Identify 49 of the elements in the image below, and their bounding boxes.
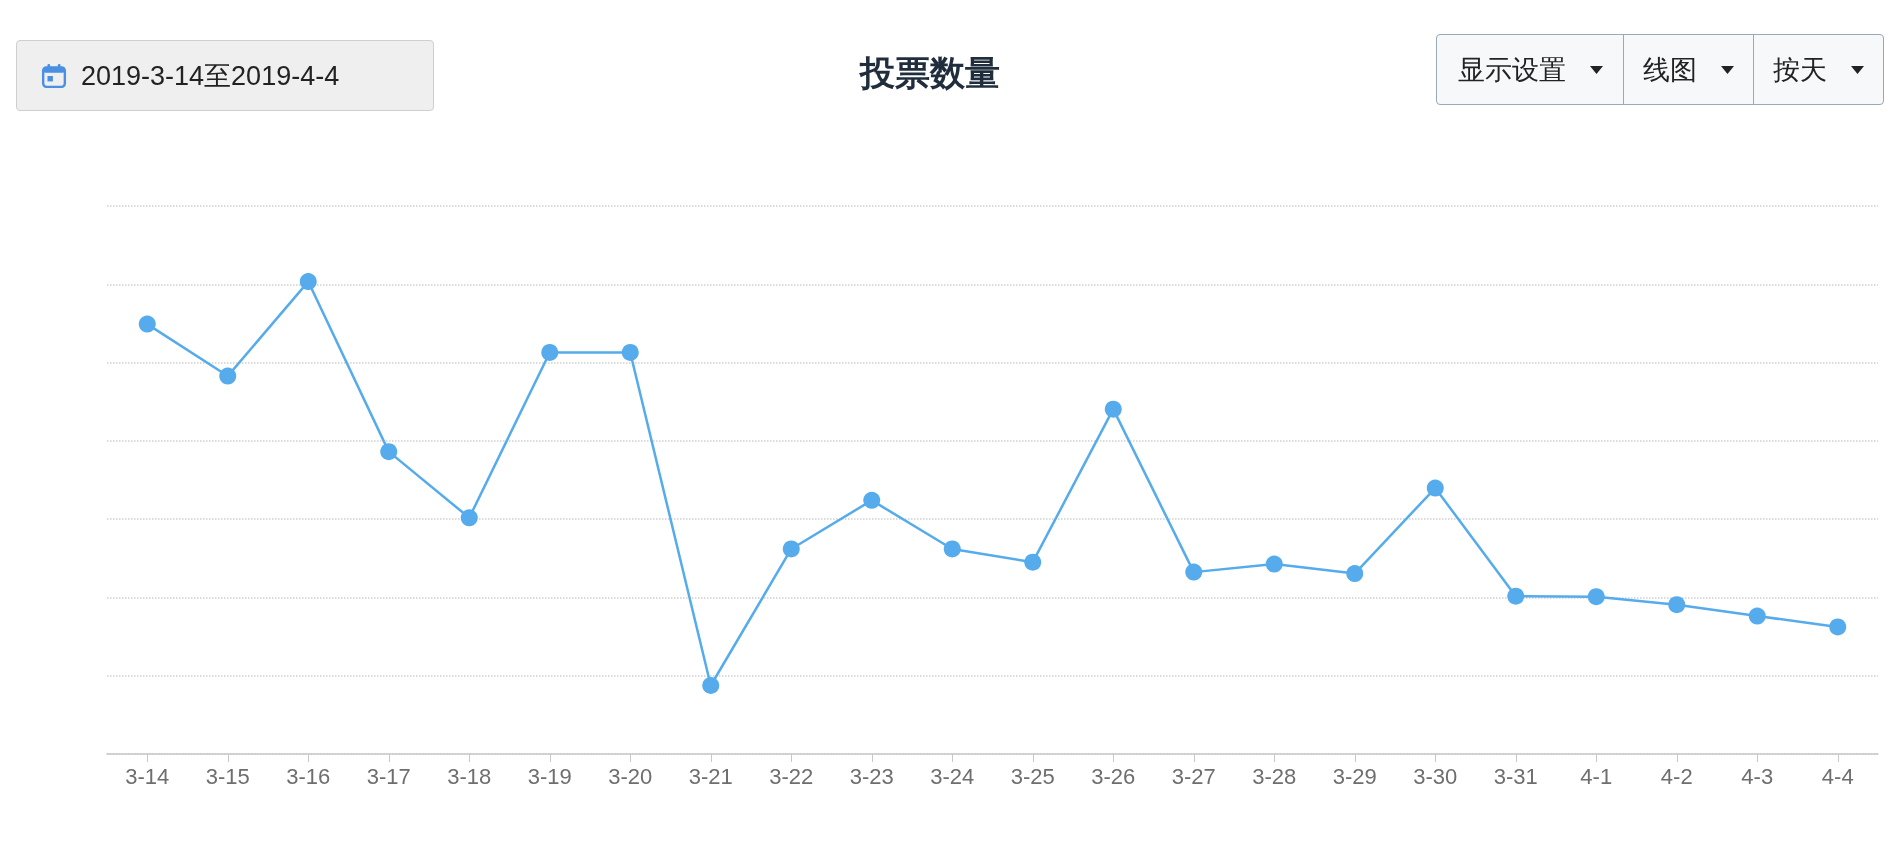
x-tick-label: 3-16 [286,763,331,789]
point [1829,618,1847,636]
x-tick-label: 3-14 [125,763,170,789]
point [1507,587,1525,605]
x-tick-label: 3-23 [849,763,894,789]
point [1748,607,1766,625]
point [782,540,800,558]
x-tick-label: 3-17 [366,763,411,789]
point [299,273,317,291]
point [1265,555,1283,573]
point [541,343,559,361]
x-tick-label: 3-28 [1252,763,1297,789]
button-label: 按天 [1773,53,1827,86]
point [1426,479,1444,497]
point [460,509,478,527]
point [702,677,720,694]
x-tick-label: 4-2 [1660,763,1693,789]
x-tick-label: 3-20 [608,763,653,789]
point [380,443,398,461]
x-tick-label: 3-31 [1493,763,1538,789]
point [863,491,881,509]
point [219,367,237,385]
button-label: 显示设置 [1457,53,1566,86]
x-tick-label: 3-24 [930,763,975,789]
x-tick-label: 3-21 [688,763,733,789]
date-range-label: 2019-3-14至2019-4-4 [81,60,340,92]
point [943,540,961,558]
x-tick-label: 3-29 [1332,763,1377,789]
x-tick-label: 3-27 [1171,763,1216,789]
x-tick-label: 4-3 [1741,763,1774,789]
x-tick-label: 3-15 [205,763,250,789]
point [1587,588,1605,606]
x-tick-label: 3-26 [1091,763,1136,789]
x-tick-label: 4-1 [1580,763,1613,789]
x-tick-label: 3-22 [769,763,814,789]
x-tick-label: 3-30 [1413,763,1458,789]
x-tick-label: 3-19 [527,763,572,789]
point [1346,565,1364,583]
x-tick-label: 3-25 [1010,763,1055,789]
point [1185,563,1203,581]
x-tick-label: 3-18 [447,763,492,789]
point [138,315,156,333]
point [1024,553,1042,571]
point [621,343,639,361]
point [1104,400,1122,418]
x-tick-label: 4-4 [1821,763,1854,789]
chart-title: 投票数量 [858,53,1000,92]
button-label: 线图 [1643,53,1697,86]
point [1668,596,1686,614]
